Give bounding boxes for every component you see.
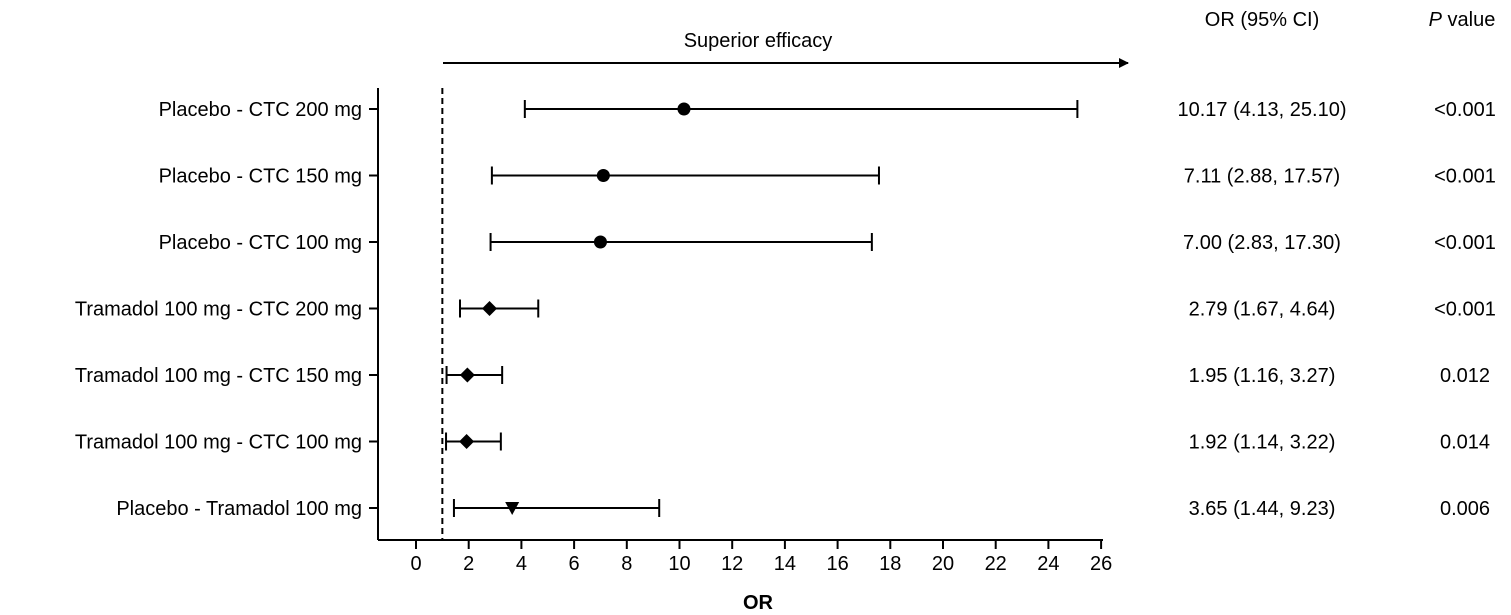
point-estimate-circle: [596, 169, 610, 182]
point-estimate-circle: [677, 102, 691, 116]
point-estimate-circle: [593, 235, 607, 249]
p-value: 0.012: [1440, 365, 1490, 387]
point-estimate-diamond: [482, 301, 498, 316]
p-value-column-header: P value: [1429, 9, 1496, 31]
row-label: Tramadol 100 mg - CTC 200 mg: [75, 299, 362, 321]
row-label: Placebo - CTC 200 mg: [159, 99, 362, 121]
p-value: 0.006: [1440, 498, 1490, 520]
or-ci-value: 1.92 (1.14, 3.22): [1189, 432, 1336, 454]
or-ci-value: 10.17 (4.13, 25.10): [1177, 99, 1346, 121]
point-estimate-diamond: [459, 367, 475, 383]
x-tick-label: 26: [1090, 553, 1112, 575]
p-value-header-italic: P: [1429, 9, 1443, 31]
x-tick-label: 2: [463, 553, 474, 575]
x-axis-title: OR: [743, 592, 774, 614]
p-value: <0.001: [1434, 232, 1496, 254]
or-ci-value: 7.11 (2.88, 17.57): [1184, 166, 1340, 188]
p-value: <0.001: [1434, 299, 1496, 321]
or-ci-value: 2.79 (1.67, 4.64): [1189, 299, 1336, 321]
x-tick-label: 4: [516, 553, 527, 575]
p-value-header-text: value: [1442, 9, 1495, 31]
x-tick-label: 10: [668, 553, 690, 575]
row-label: Placebo - Tramadol 100 mg: [116, 498, 362, 520]
row-label: Tramadol 100 mg - CTC 100 mg: [75, 432, 362, 454]
p-value: 0.014: [1440, 432, 1490, 454]
x-tick-label: 18: [879, 553, 901, 575]
x-tick-label: 22: [985, 553, 1007, 575]
row-label: Placebo - CTC 100 mg: [159, 232, 362, 254]
x-tick-label: 12: [721, 553, 743, 575]
or-ci-value: 3.65 (1.44, 9.23): [1189, 498, 1336, 520]
x-tick-label: 16: [826, 553, 848, 575]
x-tick-label: 8: [621, 553, 632, 575]
point-estimate-triangle: [505, 502, 520, 515]
or-ci-value: 1.95 (1.16, 3.27): [1189, 365, 1336, 387]
x-tick-label: 0: [410, 553, 421, 575]
x-tick-label: 6: [569, 553, 580, 575]
or-ci-column-header: OR (95% CI): [1205, 9, 1319, 31]
point-estimate-diamond: [459, 434, 475, 449]
x-tick-label: 20: [932, 553, 954, 575]
row-label: Tramadol 100 mg - CTC 150 mg: [75, 365, 362, 387]
row-label: Placebo - CTC 150 mg: [159, 166, 362, 188]
p-value: <0.001: [1434, 99, 1496, 121]
arrow-label: Superior efficacy: [684, 30, 833, 52]
x-axis-ticks: 0 2 4 6 8 10 12 14 16 18 20 22 24 26: [410, 540, 1112, 575]
x-tick-label: 14: [774, 553, 796, 575]
or-ci-value: 7.00 (2.83, 17.30): [1183, 232, 1341, 254]
x-tick-label: 24: [1037, 553, 1059, 575]
forest-rows: Placebo - CTC 200 mg 10.17 (4.13, 25.10) <…: [75, 99, 1496, 520]
p-value: <0.001: [1434, 166, 1496, 188]
